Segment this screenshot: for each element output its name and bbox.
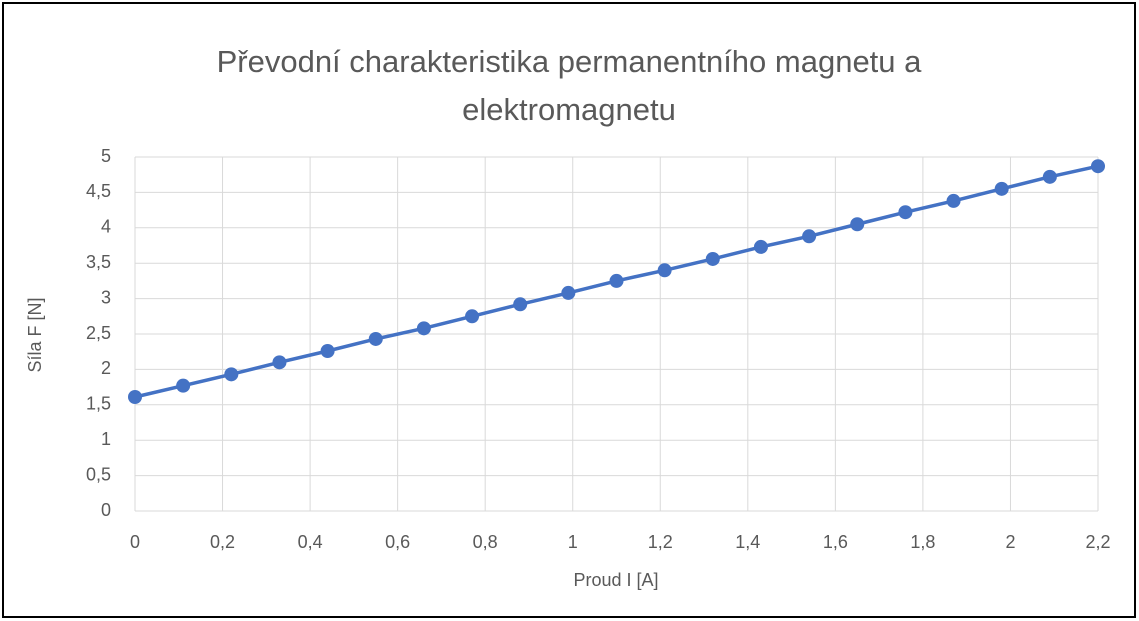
y-tick-label: 2 xyxy=(101,358,111,378)
x-tick-label: 2 xyxy=(1005,532,1015,552)
x-tick-label: 2,2 xyxy=(1085,532,1110,552)
data-point xyxy=(561,285,576,300)
data-point xyxy=(1091,159,1105,174)
data-point xyxy=(513,297,528,312)
data-point xyxy=(753,239,768,254)
x-tick-label: 0 xyxy=(130,532,140,552)
chart-title: Převodní charakteristika permanentního m… xyxy=(216,44,922,127)
y-axis-label: Síla F [N] xyxy=(25,297,45,372)
data-point xyxy=(320,343,335,358)
x-tick-label: 0,6 xyxy=(385,532,410,552)
y-tick-label: 1 xyxy=(101,429,111,449)
data-point xyxy=(850,217,865,232)
x-tick-label: 1,6 xyxy=(823,532,848,552)
x-tick-label: 0,2 xyxy=(210,532,235,552)
x-axis-label: Proud I [A] xyxy=(573,570,658,590)
y-tick-label: 4,5 xyxy=(86,181,111,201)
data-point xyxy=(802,229,817,244)
data-point xyxy=(705,251,720,266)
x-tick-label: 1,2 xyxy=(648,532,673,552)
x-tick-label: 1 xyxy=(568,532,578,552)
data-point xyxy=(946,193,961,208)
y-tick-label: 0,5 xyxy=(86,464,111,484)
y-tick-label: 5 xyxy=(101,146,111,166)
y-tick-label: 0 xyxy=(101,500,111,520)
data-point xyxy=(1042,169,1057,184)
data-point xyxy=(898,205,913,220)
data-point xyxy=(176,378,191,393)
data-point xyxy=(272,355,287,370)
y-tick-label: 3,5 xyxy=(86,252,111,272)
data-point xyxy=(128,390,142,405)
data-point xyxy=(994,181,1009,196)
x-tick-label: 1,8 xyxy=(910,532,935,552)
x-tick-label: 1,4 xyxy=(735,532,760,552)
y-tick-label: 3 xyxy=(101,287,111,307)
data-point xyxy=(465,309,480,324)
x-tick-label: 0,4 xyxy=(298,532,323,552)
x-tick-label: 0,8 xyxy=(473,532,498,552)
data-point xyxy=(657,263,672,278)
y-tick-label: 1,5 xyxy=(86,394,111,414)
data-point xyxy=(368,331,383,346)
y-tick-label: 4 xyxy=(101,217,111,237)
y-tick-label: 2,5 xyxy=(86,323,111,343)
data-point xyxy=(224,367,239,382)
data-point xyxy=(609,273,624,288)
data-point xyxy=(416,321,431,336)
